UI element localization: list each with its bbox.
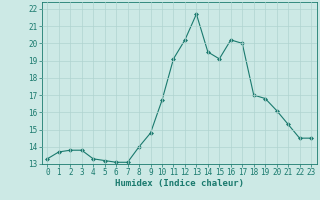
X-axis label: Humidex (Indice chaleur): Humidex (Indice chaleur) xyxy=(115,179,244,188)
